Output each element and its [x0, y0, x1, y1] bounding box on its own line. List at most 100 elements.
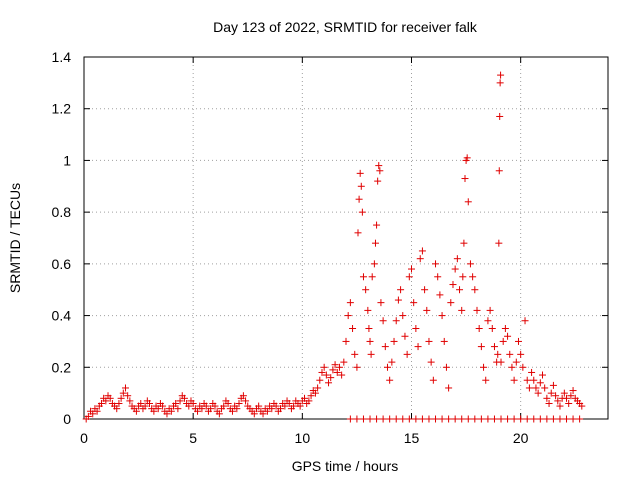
- data-point: [521, 317, 529, 325]
- data-point: [523, 376, 531, 384]
- data-point: [349, 325, 357, 332]
- data-point: [211, 402, 219, 410]
- data-point: [549, 415, 557, 423]
- data-point: [484, 415, 492, 423]
- data-point: [342, 337, 350, 345]
- data-point: [453, 255, 461, 263]
- data-point: [356, 169, 364, 177]
- data-point: [121, 384, 129, 392]
- data-point: [220, 402, 228, 410]
- data-point: [126, 397, 134, 405]
- data-point: [296, 402, 304, 410]
- data-point: [344, 312, 352, 320]
- data-point: [423, 306, 431, 314]
- data-point: [438, 415, 446, 423]
- y-tick-label: 1.4: [52, 49, 72, 65]
- data-point: [459, 273, 467, 281]
- data-point: [141, 402, 149, 410]
- data-point: [358, 208, 366, 216]
- data-point: [374, 177, 382, 185]
- data-point: [410, 299, 418, 307]
- data-point: [490, 415, 498, 423]
- data-point: [436, 291, 444, 299]
- data-point: [373, 415, 381, 423]
- data-point: [560, 389, 568, 397]
- data-point: [172, 399, 180, 407]
- data-point: [494, 350, 502, 358]
- data-point: [469, 273, 477, 281]
- data-point: [305, 397, 313, 405]
- data-point: [528, 368, 536, 376]
- data-point: [132, 407, 140, 415]
- data-point: [451, 265, 459, 273]
- data-point: [543, 415, 551, 423]
- data-point: [180, 394, 188, 402]
- data-point: [290, 402, 298, 410]
- data-point: [556, 402, 564, 410]
- data-point: [499, 337, 507, 345]
- data-point: [194, 407, 202, 415]
- data-point: [460, 239, 468, 247]
- data-point: [250, 410, 258, 418]
- data-point: [146, 399, 153, 407]
- data-point: [432, 260, 440, 268]
- data-point: [207, 405, 215, 413]
- data-point: [473, 306, 481, 314]
- y-tick-label: 1: [63, 152, 71, 168]
- data-point: [490, 343, 498, 351]
- data-point: [525, 384, 533, 392]
- data-point: [434, 273, 442, 281]
- data-point: [569, 415, 577, 423]
- y-tick-label: 0.4: [52, 308, 72, 324]
- data-point: [563, 394, 571, 402]
- data-point: [185, 402, 193, 410]
- data-point: [464, 415, 472, 423]
- data-point: [427, 358, 435, 366]
- data-point: [311, 389, 319, 397]
- data-point: [390, 337, 398, 345]
- x-tick-label: 20: [513, 430, 529, 446]
- data-point: [461, 175, 469, 183]
- data-point: [563, 415, 571, 423]
- data-point: [501, 325, 509, 332]
- data-point: [228, 407, 236, 415]
- data-point: [416, 255, 424, 263]
- x-axis-label: GPS time / hours: [292, 458, 399, 474]
- data-point: [159, 402, 167, 410]
- data-point: [399, 312, 407, 320]
- data-point: [281, 402, 289, 410]
- grid: [84, 57, 608, 419]
- data-point: [495, 167, 503, 175]
- data-point: [371, 239, 379, 247]
- data-point: [189, 399, 197, 407]
- data-point: [471, 415, 479, 423]
- data-point: [325, 379, 333, 387]
- data-point: [154, 405, 162, 413]
- data-point: [307, 392, 315, 400]
- data-point: [565, 399, 573, 407]
- data-point: [399, 415, 407, 423]
- data-point: [576, 415, 584, 423]
- data-point: [539, 371, 546, 379]
- y-axis-label: SRMTID / TECUs: [7, 183, 23, 293]
- data-point: [530, 415, 538, 423]
- data-point: [477, 343, 485, 351]
- data-point: [477, 415, 485, 423]
- data-point: [504, 332, 512, 340]
- data-point: [117, 394, 125, 402]
- data-point: [370, 260, 378, 268]
- data-point: [353, 415, 361, 423]
- y-tick-label: 1.2: [52, 101, 72, 117]
- data-point: [119, 389, 127, 397]
- data-point: [480, 363, 488, 371]
- data-point: [333, 368, 341, 376]
- data-point: [405, 415, 413, 423]
- data-point: [255, 402, 263, 410]
- data-point: [510, 376, 518, 384]
- data-point: [359, 273, 367, 281]
- data-point: [510, 415, 518, 423]
- data-point: [239, 392, 247, 400]
- data-point: [425, 415, 433, 423]
- data-point: [496, 112, 504, 120]
- data-point: [414, 343, 422, 351]
